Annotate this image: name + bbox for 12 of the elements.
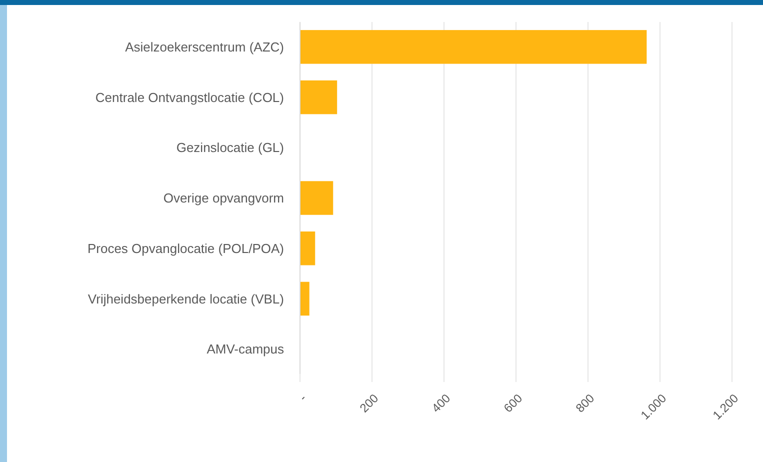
y-tick-label: Overige opvangvorm <box>163 190 284 206</box>
x-tick-label: - <box>296 391 310 404</box>
x-tick-label: 600 <box>501 390 526 416</box>
y-tick-label: Proces Opvanglocatie (POL/POA) <box>87 240 284 256</box>
y-tick-label: Asielzoekerscentrum (AZC) <box>125 39 284 54</box>
x-tick-label: 400 <box>429 390 454 416</box>
x-tick-label: 200 <box>357 390 382 416</box>
y-tick-label: Vrijheidsbeperkende locatie (VBL) <box>88 291 284 306</box>
x-tick-label: 800 <box>573 390 598 416</box>
y-tick-label: Centrale Ontvangstlocatie (COL) <box>95 90 284 105</box>
y-tick-label: Gezinslocatie (GL) <box>176 140 284 156</box>
y-tick-label: AMV-campus <box>206 342 284 357</box>
